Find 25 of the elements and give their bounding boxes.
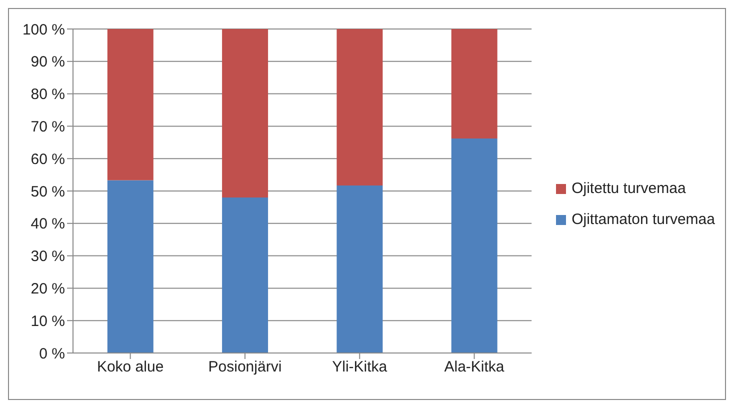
x-tick-label: Posionjärvi (208, 358, 282, 376)
bar (222, 29, 268, 198)
bar (107, 29, 154, 180)
y-tick-label: 90 % (30, 54, 65, 71)
bar (222, 197, 268, 353)
x-tick-label: Ala-Kitka (444, 358, 505, 376)
bar (451, 29, 498, 139)
legend-label: Ojittamaton turvemaa (572, 211, 715, 228)
x-tick-label: Yli-Kitka (332, 358, 388, 376)
y-tick-label: 70 % (30, 118, 65, 136)
y-tick-label: 50 % (30, 183, 65, 200)
bar (451, 138, 498, 353)
legend-label: Ojitettu turvemaa (572, 180, 686, 197)
y-tick-label: 40 % (30, 216, 65, 233)
y-tick-label: 80 % (30, 86, 65, 104)
y-tick-label: 60 % (30, 150, 65, 168)
bar (107, 180, 154, 353)
bar (336, 29, 383, 186)
bar (336, 185, 383, 353)
y-tick-label: 30 % (30, 248, 65, 266)
y-tick-label: 100 % (22, 21, 65, 38)
y-tick-label: 10 % (30, 312, 65, 330)
y-tick-label: 20 % (30, 280, 65, 298)
y-tick-label: 0 % (39, 345, 65, 362)
x-tick-label: Koko alue (96, 358, 164, 376)
